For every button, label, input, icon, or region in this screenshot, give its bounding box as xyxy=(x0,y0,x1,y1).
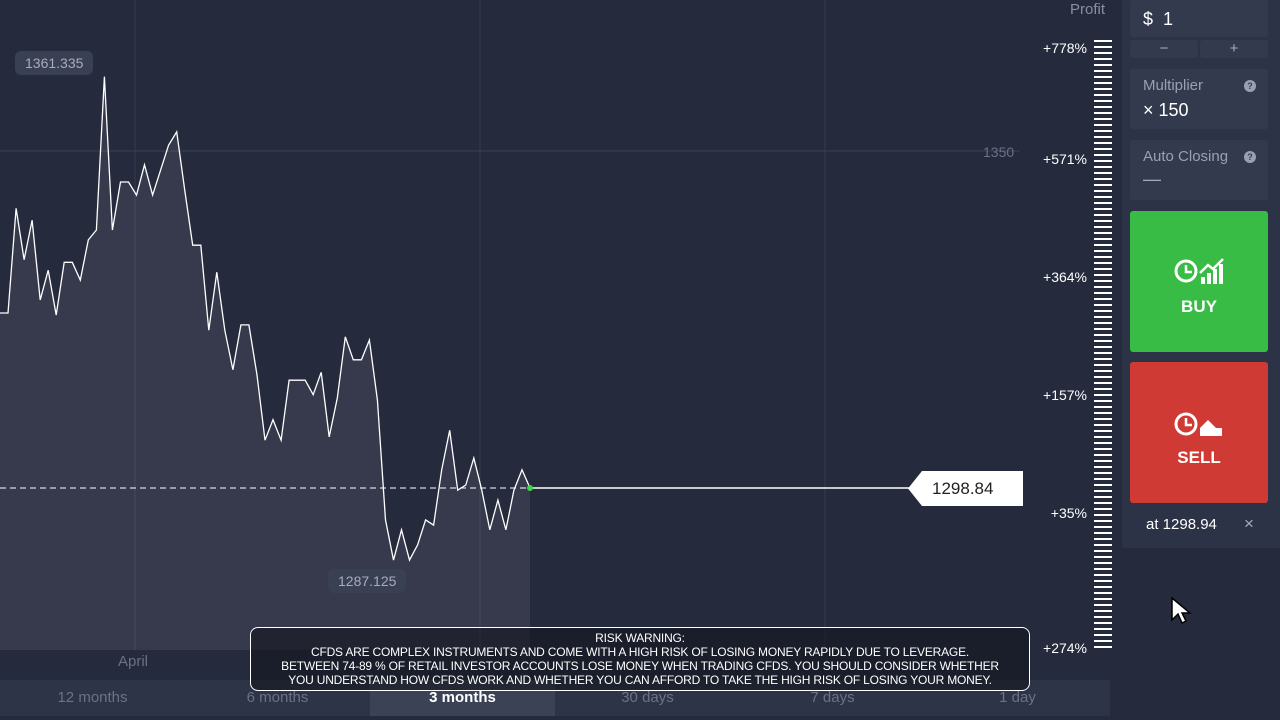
risk-warning: RISK WARNING: CFDS ARE COMPLEX INSTRUMEN… xyxy=(250,627,1030,691)
close-pending-button[interactable]: × xyxy=(1244,514,1254,533)
price-area xyxy=(0,76,530,651)
profit-label: +35% xyxy=(1050,505,1087,521)
price-tag-value: 1298.84 xyxy=(932,479,994,498)
profit-label: +274% xyxy=(1043,640,1087,656)
buy-button[interactable]: BUY xyxy=(1130,211,1268,352)
multiplier-title: Multiplier xyxy=(1143,77,1204,94)
profit-label: +778% xyxy=(1043,40,1087,56)
current-price-dot xyxy=(527,484,533,491)
clock-chart-down-icon xyxy=(1174,412,1222,436)
amount-value: 1 xyxy=(1163,9,1174,29)
profit-label: +364% xyxy=(1043,269,1087,285)
sell-label: SELL xyxy=(1177,448,1221,467)
help-icon[interactable]: ? xyxy=(1244,151,1256,163)
warning-text: CFDS ARE COMPLEX INSTRUMENTS AND COME WI… xyxy=(310,645,970,659)
auto-closing-title: Auto Closing xyxy=(1143,148,1229,165)
help-icon[interactable]: ? xyxy=(1244,80,1256,92)
tab-12-months[interactable]: 12 months xyxy=(57,689,128,706)
decrease-button[interactable]: − xyxy=(1130,40,1198,58)
tab-30-days[interactable]: 30 days xyxy=(621,689,674,706)
tab-7-days[interactable]: 7 days xyxy=(810,689,855,706)
currency-symbol: $ xyxy=(1143,9,1154,29)
grid-label: 1350 xyxy=(983,144,1015,160)
warning-text: BETWEEN 74-89 % OF RETAIL INVESTOR ACCOU… xyxy=(281,659,999,673)
sell-button[interactable]: SELL xyxy=(1130,362,1268,503)
multiplier-field[interactable]: Multiplier ? × 150 xyxy=(1130,69,1268,129)
auto-closing-value: — xyxy=(1143,169,1161,189)
tab-1-day[interactable]: 1 day xyxy=(999,689,1036,706)
low-label: 1287.125 xyxy=(328,569,407,593)
profit-title: Profit xyxy=(1070,1,1106,18)
profit-ruler[interactable] xyxy=(1094,40,1112,650)
mouse-cursor-icon xyxy=(1171,596,1192,625)
clock-chart-up-icon xyxy=(1174,258,1224,284)
price-line xyxy=(0,76,531,562)
profit-label: +571% xyxy=(1043,151,1087,167)
high-label: 1361.335 xyxy=(15,51,94,75)
tab-6-months[interactable]: 6 months xyxy=(246,689,309,706)
price-tag: 1298.84 xyxy=(908,471,1023,506)
x-tick-april: April xyxy=(118,653,149,670)
warning-title: RISK WARNING: xyxy=(595,631,685,645)
multiplier-value: × 150 xyxy=(1143,100,1189,120)
amount-input[interactable]: $ 1 xyxy=(1130,0,1268,37)
buy-label: BUY xyxy=(1181,297,1217,316)
increase-button[interactable]: + xyxy=(1200,40,1268,58)
auto-closing-field[interactable]: Auto Closing ? — xyxy=(1130,140,1268,200)
profit-label: +157% xyxy=(1043,387,1087,403)
pending-price: at 1298.94 xyxy=(1146,516,1217,533)
price-chart[interactable] xyxy=(0,0,1120,680)
warning-text: YOU UNDERSTAND HOW CFDS WORK AND WHETHER… xyxy=(288,673,992,687)
